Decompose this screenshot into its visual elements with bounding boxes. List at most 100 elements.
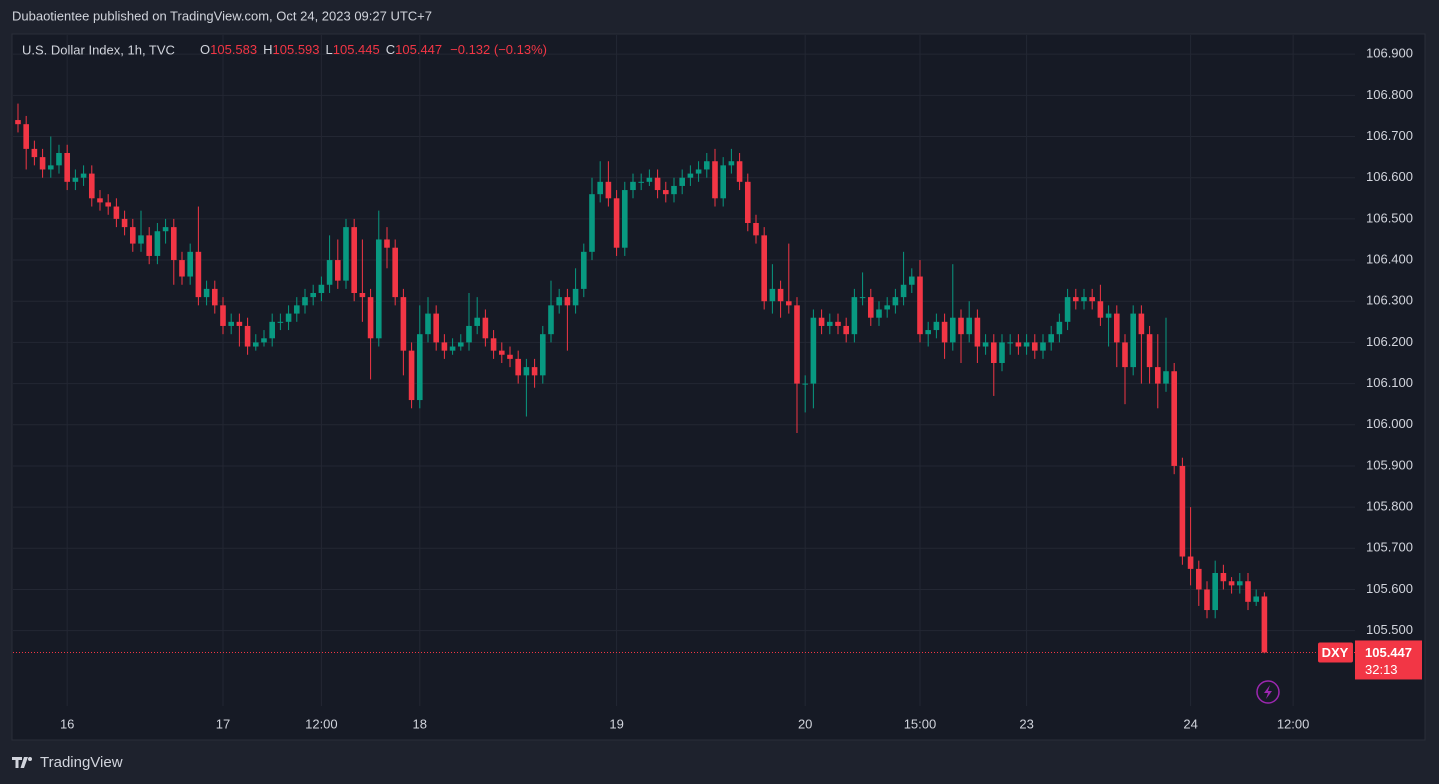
candle-body xyxy=(974,317,981,347)
ohlc-label: C xyxy=(386,42,395,57)
candle-body xyxy=(1179,465,1186,557)
candle-body xyxy=(498,350,505,355)
candle-body xyxy=(400,297,407,351)
candle-body xyxy=(310,293,316,298)
candle-body xyxy=(64,153,70,182)
symbol-label: DXY xyxy=(1322,645,1349,660)
candle-body xyxy=(170,227,177,261)
candle-body xyxy=(1122,342,1128,368)
candle-body xyxy=(1023,342,1030,347)
candle-body xyxy=(187,251,193,277)
candle-body xyxy=(589,194,595,252)
x-tick-label: 17 xyxy=(216,716,230,731)
candle-body xyxy=(703,161,710,170)
price-tag xyxy=(1355,640,1422,680)
candle-body xyxy=(466,325,472,343)
candle-body xyxy=(302,297,308,306)
candle-body xyxy=(999,342,1005,363)
candle-body xyxy=(277,321,284,323)
candle-body xyxy=(892,297,899,306)
price-label: 105.447 xyxy=(1365,645,1412,660)
y-tick-label: 106.600 xyxy=(1366,169,1413,184)
y-tick-label: 106.500 xyxy=(1366,210,1413,225)
candle-body xyxy=(507,354,513,359)
candle-body xyxy=(900,284,907,298)
candle-body xyxy=(728,161,735,166)
candle-body xyxy=(654,177,661,191)
candle-body xyxy=(384,239,390,248)
x-tick-label: 15:00 xyxy=(904,716,937,731)
candle-body xyxy=(744,181,751,223)
candle-body xyxy=(990,342,997,363)
y-tick-label: 106.700 xyxy=(1366,128,1413,143)
candle-body xyxy=(138,235,144,244)
candle-body xyxy=(220,305,226,326)
candle-body xyxy=(31,148,38,158)
candle-body xyxy=(556,297,562,306)
x-tick-label: 16 xyxy=(60,716,74,731)
candle-body xyxy=(179,260,185,277)
candle-body xyxy=(359,293,366,298)
candle-body xyxy=(261,338,267,343)
logo-mark xyxy=(12,757,28,768)
candle-body xyxy=(97,198,103,203)
y-tick-label: 105.500 xyxy=(1366,622,1413,637)
candle-body xyxy=(646,177,653,182)
candle-body xyxy=(490,338,497,351)
candle-body xyxy=(457,342,464,347)
candle-body xyxy=(1236,581,1243,586)
replay-icon[interactable] xyxy=(1256,680,1280,704)
candle-body xyxy=(351,227,357,293)
candle-body xyxy=(146,235,152,256)
x-tick-label: 19 xyxy=(609,716,623,731)
y-tick-label: 105.600 xyxy=(1366,581,1413,596)
x-tick-label: 12:00 xyxy=(1277,716,1310,731)
candle-body xyxy=(482,317,489,339)
candle-body xyxy=(1212,573,1218,611)
chart-frame xyxy=(11,33,1426,741)
candle-body xyxy=(605,181,612,199)
footer-logo[interactable]: TradingView xyxy=(12,754,123,771)
candle-body xyxy=(908,276,915,285)
candle-body xyxy=(72,177,79,182)
candle-body xyxy=(162,227,169,232)
candle-body xyxy=(408,350,415,401)
candle-body xyxy=(925,330,931,335)
candle-body xyxy=(712,161,718,199)
candle-body xyxy=(769,288,776,302)
candle-body xyxy=(1228,581,1235,586)
candle-body xyxy=(531,367,538,376)
y-tick-label: 106.100 xyxy=(1366,375,1413,390)
candle-body xyxy=(367,297,374,339)
candle-body xyxy=(39,157,46,170)
candle-body xyxy=(203,288,210,298)
candle-body xyxy=(826,321,833,326)
icon-bolt xyxy=(1264,685,1272,699)
candle-body xyxy=(1031,342,1038,351)
y-tick-label: 105.900 xyxy=(1366,457,1413,472)
candle-body xyxy=(597,181,603,195)
x-tick-label: 23 xyxy=(1019,716,1033,731)
candle-body xyxy=(1154,367,1161,384)
chart-title: U.S. Dollar Index, 1h, TVC xyxy=(22,42,175,57)
candle-body xyxy=(1048,334,1054,343)
candle-body xyxy=(867,297,874,318)
candle-body xyxy=(1245,581,1251,602)
footer-text: TradingView xyxy=(40,754,123,771)
ohlc-value: 105.583 xyxy=(210,42,257,57)
legend: U.S. Dollar Index, 1h, TVC O105.583 H105.… xyxy=(22,42,547,57)
candle-body xyxy=(777,288,784,302)
candle-body xyxy=(1056,321,1063,335)
candle-body xyxy=(933,321,940,331)
candle-body xyxy=(343,227,349,281)
candle-body xyxy=(1089,297,1095,302)
candle-body xyxy=(121,218,128,228)
candle-body xyxy=(1171,371,1177,466)
candle-body xyxy=(1261,596,1268,653)
candle-body xyxy=(1163,371,1169,384)
y-tick-label: 106.900 xyxy=(1366,46,1413,61)
candle-body xyxy=(736,161,743,182)
candle-body xyxy=(129,227,136,244)
candle-body xyxy=(687,173,694,178)
